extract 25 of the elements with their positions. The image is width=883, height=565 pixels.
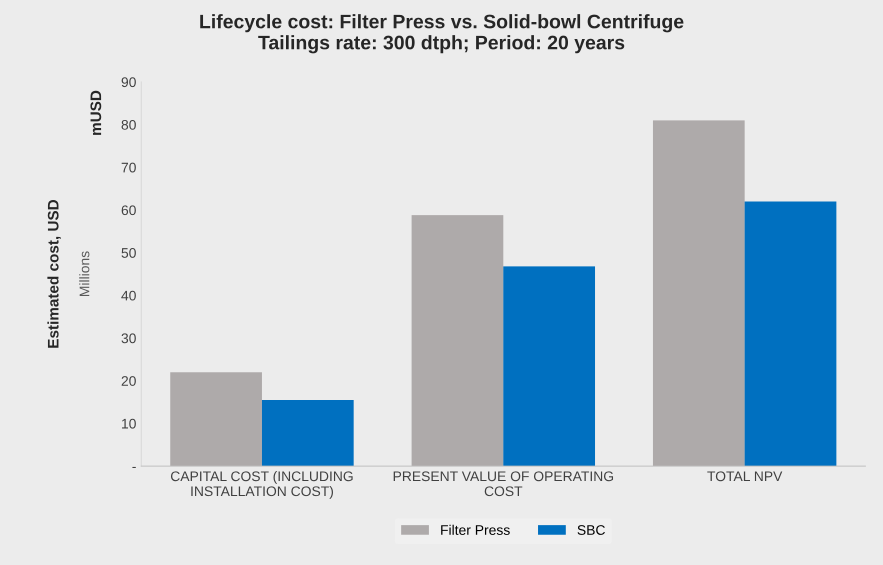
y-tick-label: 70 bbox=[122, 162, 136, 172]
y-axis-title: Estimated cost, USD bbox=[47, 200, 61, 348]
bar bbox=[262, 400, 354, 466]
legend-label: SBC bbox=[578, 525, 605, 535]
y-tick-label: 10 bbox=[122, 418, 136, 429]
bar bbox=[412, 215, 504, 466]
chart-title: Lifecycle cost: Filter Press vs. Solid-bowl Centrifuge Tailings rate: 300 dtph; Period: 20 years bbox=[200, 14, 684, 54]
bar bbox=[170, 372, 262, 466]
y-tick-label: 50 bbox=[122, 248, 136, 258]
y-tick-label: 20 bbox=[122, 376, 136, 386]
y-tick-label: 90 bbox=[122, 77, 136, 88]
text: Millions bbox=[79, 251, 90, 296]
text: mUSD bbox=[90, 90, 102, 135]
bar bbox=[744, 201, 836, 466]
x-tick-label: CAPITAL COST (INCLUDING INSTALLATION COST) bbox=[170, 470, 353, 499]
y-tick-label: 30 bbox=[122, 333, 136, 344]
bar bbox=[652, 120, 745, 466]
y-tick-label: 80 bbox=[122, 120, 136, 130]
y-tick-label: - bbox=[132, 466, 136, 468]
x-tick-label: PRESENT VALUE OF OPERATING COST bbox=[394, 471, 614, 496]
legend-label: Filter Press bbox=[441, 524, 510, 535]
y-tick-label: 40 bbox=[121, 290, 136, 301]
bar bbox=[503, 266, 596, 466]
x-tick-label: TOTAL NPV bbox=[707, 471, 782, 482]
y-tick-label: 60 bbox=[122, 205, 136, 216]
